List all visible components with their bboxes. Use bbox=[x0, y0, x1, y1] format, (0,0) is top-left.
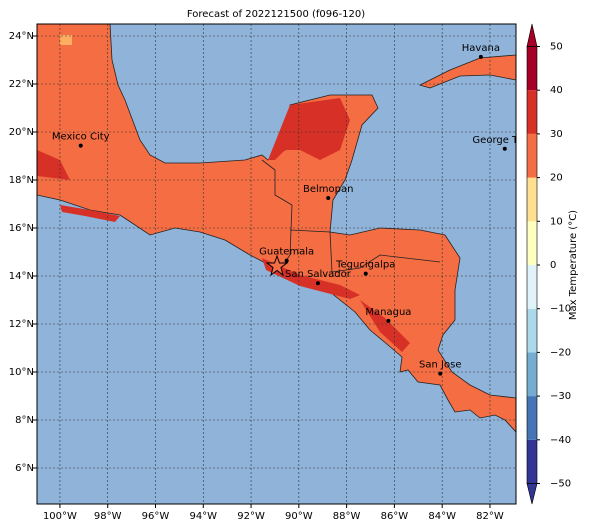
city-label: Havana bbox=[462, 43, 500, 54]
x-tick-label: 84°W bbox=[428, 511, 456, 522]
colorbar-tick-label: 50 bbox=[550, 42, 563, 53]
city-dot bbox=[284, 258, 289, 263]
colorbar-bin bbox=[527, 221, 537, 265]
city-label: Guatemala bbox=[259, 247, 314, 258]
colorbar-tick-label: 40 bbox=[550, 85, 563, 96]
colorbar-extend-low bbox=[526, 483, 538, 505]
x-tick-label: 90°W bbox=[285, 511, 313, 522]
city-dot bbox=[438, 371, 443, 376]
city-label: Tegucigalpa bbox=[335, 260, 395, 271]
city-label: Mexico City bbox=[52, 132, 110, 143]
mild-area bbox=[60, 35, 72, 45]
x-tick-label: 82°W bbox=[476, 511, 504, 522]
colorbar-tick-label: −50 bbox=[550, 479, 571, 490]
y-tick-label: 22°N bbox=[9, 79, 34, 90]
map-frame bbox=[36, 23, 517, 505]
hot-area bbox=[60, 205, 120, 222]
colorbar-tick-label: 20 bbox=[550, 173, 563, 184]
cities: Mexico City Havana George Town Belmopan Guat… bbox=[52, 43, 537, 376]
colorbar-tick-label: 10 bbox=[550, 216, 563, 227]
y-tick-label: 6°N bbox=[15, 463, 34, 474]
land bbox=[37, 24, 516, 433]
city-dot bbox=[78, 143, 83, 148]
y-tick-label: 18°N bbox=[9, 175, 34, 186]
city-dot bbox=[363, 271, 368, 276]
colorbar-tick-label: 0 bbox=[550, 260, 556, 271]
hot-area bbox=[360, 300, 410, 352]
city-label: Managua bbox=[365, 307, 411, 318]
city-dot bbox=[478, 54, 483, 59]
city-dot bbox=[326, 196, 331, 200]
colorbar-bin bbox=[527, 439, 537, 484]
map-title: Forecast of 2022121500 (f096-120) bbox=[187, 9, 365, 20]
colorbar-label: Max Temperature (°C) bbox=[568, 210, 579, 320]
colorbar-tick-label: 30 bbox=[550, 129, 563, 140]
x-tick-label: 96°W bbox=[142, 511, 170, 522]
colorbar-tick-label: −30 bbox=[550, 391, 571, 402]
x-tick-label: 92°W bbox=[237, 511, 265, 522]
colorbar-bin bbox=[527, 177, 537, 222]
hot-area bbox=[37, 150, 70, 180]
colorbar-bin bbox=[527, 90, 537, 134]
colorbar-extend-high bbox=[526, 23, 538, 47]
x-tick-label: 100°W bbox=[43, 511, 77, 522]
y-tick-label: 20°N bbox=[9, 127, 34, 138]
city-dot bbox=[315, 281, 320, 286]
border bbox=[261, 159, 293, 263]
x-tick-label: 94°W bbox=[189, 511, 217, 522]
colorbar-bin bbox=[527, 396, 537, 440]
colorbar-bin bbox=[527, 265, 537, 309]
hot-area bbox=[268, 98, 350, 160]
x-tick-label: 88°W bbox=[333, 511, 361, 522]
city-dot bbox=[502, 146, 507, 151]
colorbar-tick-label: −40 bbox=[550, 435, 571, 446]
cuba bbox=[418, 54, 516, 89]
city-label: San Salvador bbox=[285, 269, 352, 280]
colorbar-bin bbox=[527, 352, 537, 397]
city-label: George Town bbox=[472, 135, 537, 146]
city-label: San Jose bbox=[419, 360, 461, 371]
border bbox=[289, 229, 441, 273]
y-tick-label: 14°N bbox=[9, 271, 34, 282]
y-tick-label: 8°N bbox=[15, 415, 34, 426]
y-tick-label: 24°N bbox=[9, 31, 34, 42]
colorbar-tick-label: −10 bbox=[550, 304, 571, 315]
colorbar-bin bbox=[527, 133, 537, 178]
city-dot bbox=[386, 318, 391, 323]
y-tick-label: 12°N bbox=[9, 319, 34, 330]
colorbar-bin bbox=[527, 46, 537, 91]
x-tick-label: 86°W bbox=[381, 511, 409, 522]
y-tick-label: 16°N bbox=[9, 223, 34, 234]
city-label: Belmopan bbox=[303, 184, 353, 195]
star-marker bbox=[265, 254, 289, 277]
hot-area bbox=[262, 258, 360, 299]
colorbar-bin bbox=[527, 308, 537, 353]
y-tick-label: 10°N bbox=[9, 367, 34, 378]
colorbar-tick-label: −20 bbox=[550, 347, 571, 358]
x-tick-label: 98°W bbox=[94, 511, 122, 522]
